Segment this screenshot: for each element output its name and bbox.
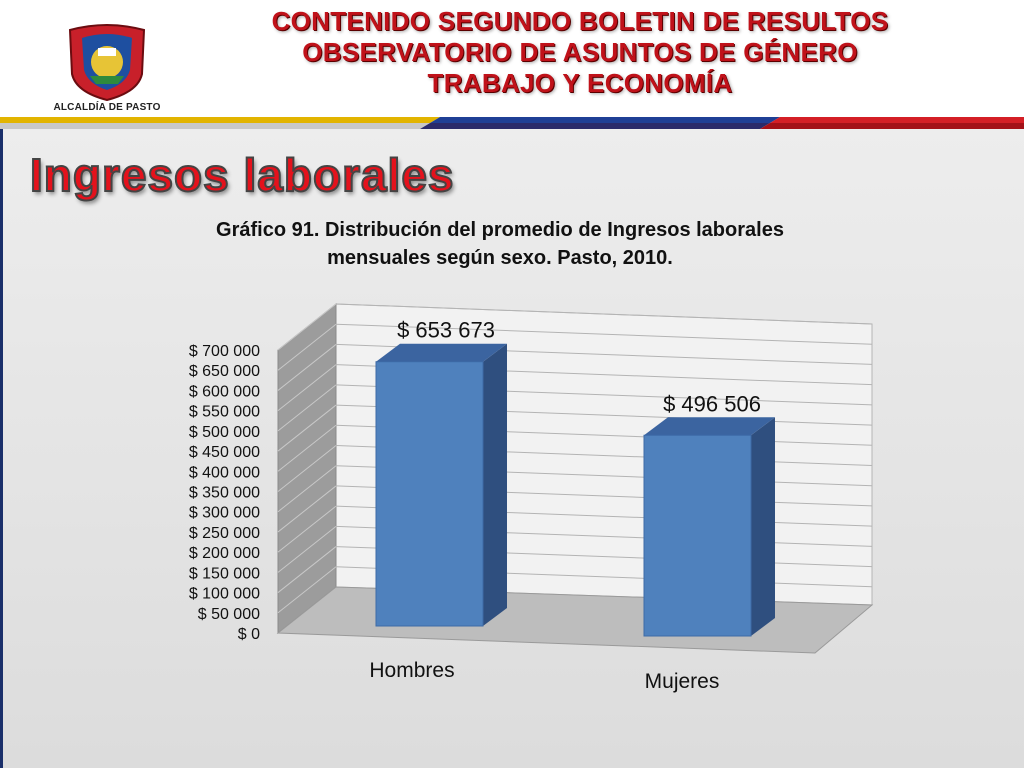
header-color-stripes — [0, 117, 1024, 129]
y-tick-label: $ 500 000 — [189, 424, 260, 441]
y-tick-label: $ 150 000 — [189, 565, 260, 582]
header-title-line-1: CONTENIDO SEGUNDO BOLETIN DE RESULTOS — [271, 6, 889, 36]
y-tick-label: $ 550 000 — [189, 404, 260, 421]
chart-title-line-1: Gráfico 91. Distribución del promedio de… — [216, 219, 784, 241]
x-axis-categories: Hombres Mujeres — [369, 659, 719, 693]
y-tick-label: $ 200 000 — [189, 545, 260, 562]
alcaldia-logo: ALCALDÍA DE PASTO — [38, 18, 176, 118]
y-tick-label: $ 650 000 — [189, 363, 260, 380]
chart-walls — [276, 302, 874, 654]
y-tick-label: $ 600 000 — [189, 383, 260, 400]
category-label-hombres: Hombres — [369, 659, 454, 682]
slide-header: ALCALDÍA DE PASTO CONTENIDO SEGUNDO BOLE… — [0, 0, 1024, 118]
y-tick-label: $ 250 000 — [189, 525, 260, 542]
page-title: Ingresos laborales — [29, 148, 455, 202]
y-axis-ticks: $ 0 $ 50 000 $ 100 000 $ 150 000 $ 200 000 $ … — [189, 343, 260, 643]
data-labels: $ 653 673 $ 496 506 — [397, 318, 761, 417]
gridline-side — [277, 344, 337, 391]
coat-of-arms-icon — [68, 24, 146, 102]
gridline-side — [277, 384, 337, 432]
gridline-back — [335, 303, 873, 325]
gridline-side — [277, 303, 337, 351]
gridline-side — [277, 424, 337, 472]
data-label-hombres: $ 653 673 — [397, 318, 495, 343]
bar-side-hombres — [483, 343, 507, 626]
y-tick-label: $ 350 000 — [189, 485, 260, 502]
gridline-side — [277, 445, 337, 492]
gridline-side — [277, 505, 337, 553]
gridline-side — [277, 323, 337, 371]
header-title: CONTENIDO SEGUNDO BOLETIN DE RESULTOS OB… — [220, 6, 940, 99]
y-tick-label: $ 400 000 — [189, 464, 260, 481]
gridline-back — [335, 323, 873, 345]
gridline-side — [277, 364, 337, 412]
bar-mujeres — [643, 434, 752, 637]
bar-top-mujeres — [644, 417, 775, 436]
gridline-side — [277, 546, 337, 593]
y-tick-label: $ 700 000 — [189, 343, 260, 360]
chart-title-line-2: mensuales según sexo. Pasto, 2010. — [327, 247, 673, 269]
gridline-side — [277, 404, 337, 452]
gridline-side — [277, 485, 337, 533]
bar-top-hombres — [376, 343, 507, 362]
data-label-mujeres: $ 496 506 — [663, 391, 761, 416]
y-tick-label: $ 0 — [238, 626, 260, 643]
bar-side-mujeres — [751, 417, 775, 636]
gridline-side — [277, 465, 337, 513]
y-tick-label: $ 300 000 — [189, 505, 260, 522]
chart-bars — [375, 343, 775, 637]
chart-title: Gráfico 91. Distribución del promedio de… — [150, 216, 850, 272]
bar-hombres — [375, 361, 484, 627]
y-tick-label: $ 50 000 — [198, 606, 260, 623]
header-title-line-2: OBSERVATORIO DE ASUNTOS DE GÉNERO — [302, 37, 858, 67]
logo-caption: ALCALDÍA DE PASTO — [53, 102, 161, 113]
gridline-side — [277, 525, 337, 573]
gridline-side — [277, 566, 337, 614]
y-tick-label: $ 100 000 — [189, 586, 260, 603]
y-tick-label: $ 450 000 — [189, 444, 260, 461]
category-label-mujeres: Mujeres — [645, 670, 720, 693]
header-title-line-3: TRABAJO Y ECONOMÍA — [427, 68, 733, 98]
